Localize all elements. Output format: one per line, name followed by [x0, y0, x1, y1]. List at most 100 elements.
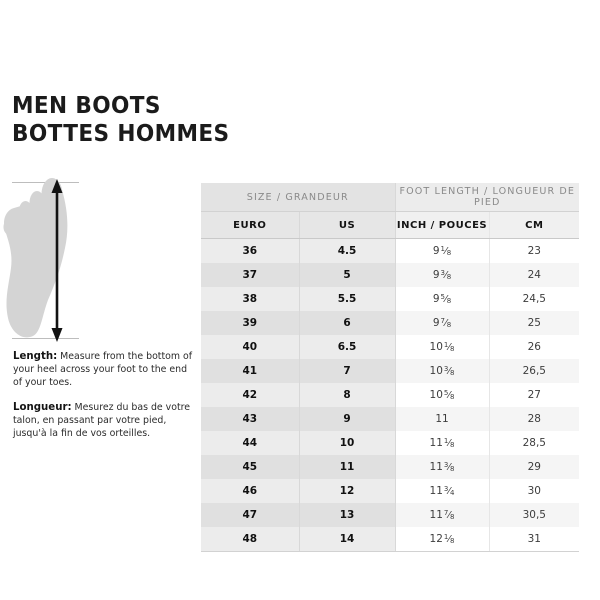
table-row: 48 14 121⁄8 31 [201, 527, 580, 552]
table-row: 41 7 103⁄8 26,5 [201, 359, 580, 383]
table-column-header-row: EURO US INCH / POUCES CM [201, 211, 580, 239]
title-line-en: MEN BOOTS [12, 93, 161, 119]
size-chart-table: SIZE / GRANDEUR FOOT LENGTH / LONGUEUR D… [201, 183, 580, 552]
cell-cm: 28 [489, 407, 580, 431]
inch-whole: 10 [429, 341, 443, 353]
table-row: 46 12 113⁄4 30 [201, 479, 580, 503]
cell-cm: 31 [489, 527, 580, 552]
cell-inch: 95⁄8 [395, 287, 490, 311]
cell-us: 6 [299, 311, 396, 335]
cell-euro: 37 [201, 263, 300, 287]
inch-whole: 11 [429, 461, 443, 473]
cell-us: 4.5 [299, 238, 396, 263]
cell-euro: 36 [201, 238, 300, 263]
cell-us: 6.5 [299, 335, 396, 359]
inch-whole: 11 [429, 437, 443, 449]
cell-cm: 27 [489, 383, 580, 407]
cell-euro: 46 [201, 479, 300, 503]
cell-inch: 101⁄8 [395, 335, 490, 359]
table-row: 45 11 113⁄8 29 [201, 455, 580, 479]
cell-inch: 11 [395, 407, 490, 431]
cell-euro: 48 [201, 527, 300, 552]
measurement-arrow-head-top [51, 179, 63, 193]
foot-length-diagram [0, 172, 196, 348]
inch-whole: 11 [429, 509, 443, 521]
table-row: 42 8 105⁄8 27 [201, 383, 580, 407]
inch-fraction: 1⁄8 [443, 437, 455, 449]
cell-us: 5.5 [299, 287, 396, 311]
table-row: 43 9 11 28 [201, 407, 580, 431]
measurement-arrow-head-bottom [51, 328, 63, 342]
inch-whole: 11 [429, 485, 443, 497]
cell-us: 14 [299, 527, 396, 552]
foot-sole-shape [4, 188, 68, 338]
cell-cm: 30 [489, 479, 580, 503]
cell-euro: 45 [201, 455, 300, 479]
cell-inch: 113⁄4 [395, 479, 490, 503]
inch-whole: 10 [429, 365, 443, 377]
cell-euro: 47 [201, 503, 300, 527]
page-title: MEN BOOTS BOTTES HOMMES [12, 92, 432, 148]
instruction-english-label: Length: [13, 351, 58, 362]
inch-fraction: 1⁄8 [443, 533, 455, 545]
cell-euro: 41 [201, 359, 300, 383]
cell-cm: 24 [489, 263, 580, 287]
inch-fraction: 1⁄8 [443, 341, 455, 353]
inch-fraction: 7⁄8 [440, 317, 452, 329]
inch-fraction: 3⁄8 [443, 461, 455, 473]
inch-whole: 12 [429, 533, 443, 545]
inch-fraction: 3⁄4 [443, 485, 455, 497]
cell-cm: 26,5 [489, 359, 580, 383]
cell-inch: 93⁄8 [395, 263, 490, 287]
cell-inch: 91⁄8 [395, 238, 490, 263]
cell-cm: 30,5 [489, 503, 580, 527]
cell-euro: 43 [201, 407, 300, 431]
table-group-header-row: SIZE / GRANDEUR FOOT LENGTH / LONGUEUR D… [201, 183, 580, 212]
instruction-french: Longueur: Mesurez du bas de votre talon,… [13, 401, 195, 441]
instruction-english: Length: Measure from the bottom of your … [13, 350, 195, 390]
table-body: 36 4.5 91⁄8 23 37 5 93⁄8 24 38 5.5 95⁄8 24,5 39 6 97⁄8… [201, 238, 580, 552]
cell-inch: 113⁄8 [395, 455, 490, 479]
cell-us: 13 [299, 503, 396, 527]
table-row: 44 10 111⁄8 28,5 [201, 431, 580, 455]
instruction-english-text: Measure from the bottom of your heel acr… [13, 351, 193, 389]
inch-whole: 11 [435, 413, 449, 425]
inch-fraction: 3⁄8 [443, 365, 455, 377]
cell-euro: 38 [201, 287, 300, 311]
title-line-fr: BOTTES HOMMES [12, 121, 230, 147]
cell-us: 5 [299, 263, 396, 287]
table-row: 47 13 117⁄8 30,5 [201, 503, 580, 527]
cell-inch: 97⁄8 [395, 311, 490, 335]
table-row: 40 6.5 101⁄8 26 [201, 335, 580, 359]
measuring-instructions: Length: Measure from the bottom of your … [13, 350, 195, 440]
inch-fraction: 7⁄8 [443, 509, 455, 521]
inch-fraction: 5⁄8 [440, 293, 452, 305]
inch-fraction: 3⁄8 [440, 269, 452, 281]
table-row: 36 4.5 91⁄8 23 [201, 238, 580, 263]
inch-whole: 10 [429, 389, 443, 401]
cell-us: 7 [299, 359, 396, 383]
cell-inch: 117⁄8 [395, 503, 490, 527]
foot-diagram-svg [3, 178, 79, 342]
cell-cm: 24,5 [489, 287, 580, 311]
instruction-french-label: Longueur: [13, 401, 72, 413]
table-row: 38 5.5 95⁄8 24,5 [201, 287, 580, 311]
cell-euro: 40 [201, 335, 300, 359]
inch-whole: 9 [432, 317, 440, 329]
cell-cm: 26 [489, 335, 580, 359]
cell-cm: 29 [489, 455, 580, 479]
group-header-size: SIZE / GRANDEUR [201, 183, 396, 212]
cell-cm: 28,5 [489, 431, 580, 455]
column-header-euro: EURO [201, 211, 300, 239]
column-header-inch: INCH / POUCES [395, 211, 490, 239]
cell-us: 9 [299, 407, 396, 431]
cell-inch: 105⁄8 [395, 383, 490, 407]
column-header-us: US [299, 211, 396, 239]
inch-whole: 9 [432, 245, 440, 257]
group-header-foot-length: FOOT LENGTH / LONGUEUR DE PIED [395, 183, 580, 212]
inch-whole: 9 [432, 269, 440, 281]
cell-euro: 39 [201, 311, 300, 335]
cell-euro: 42 [201, 383, 300, 407]
inch-fraction: 1⁄8 [440, 245, 452, 257]
cell-inch: 111⁄8 [395, 431, 490, 455]
